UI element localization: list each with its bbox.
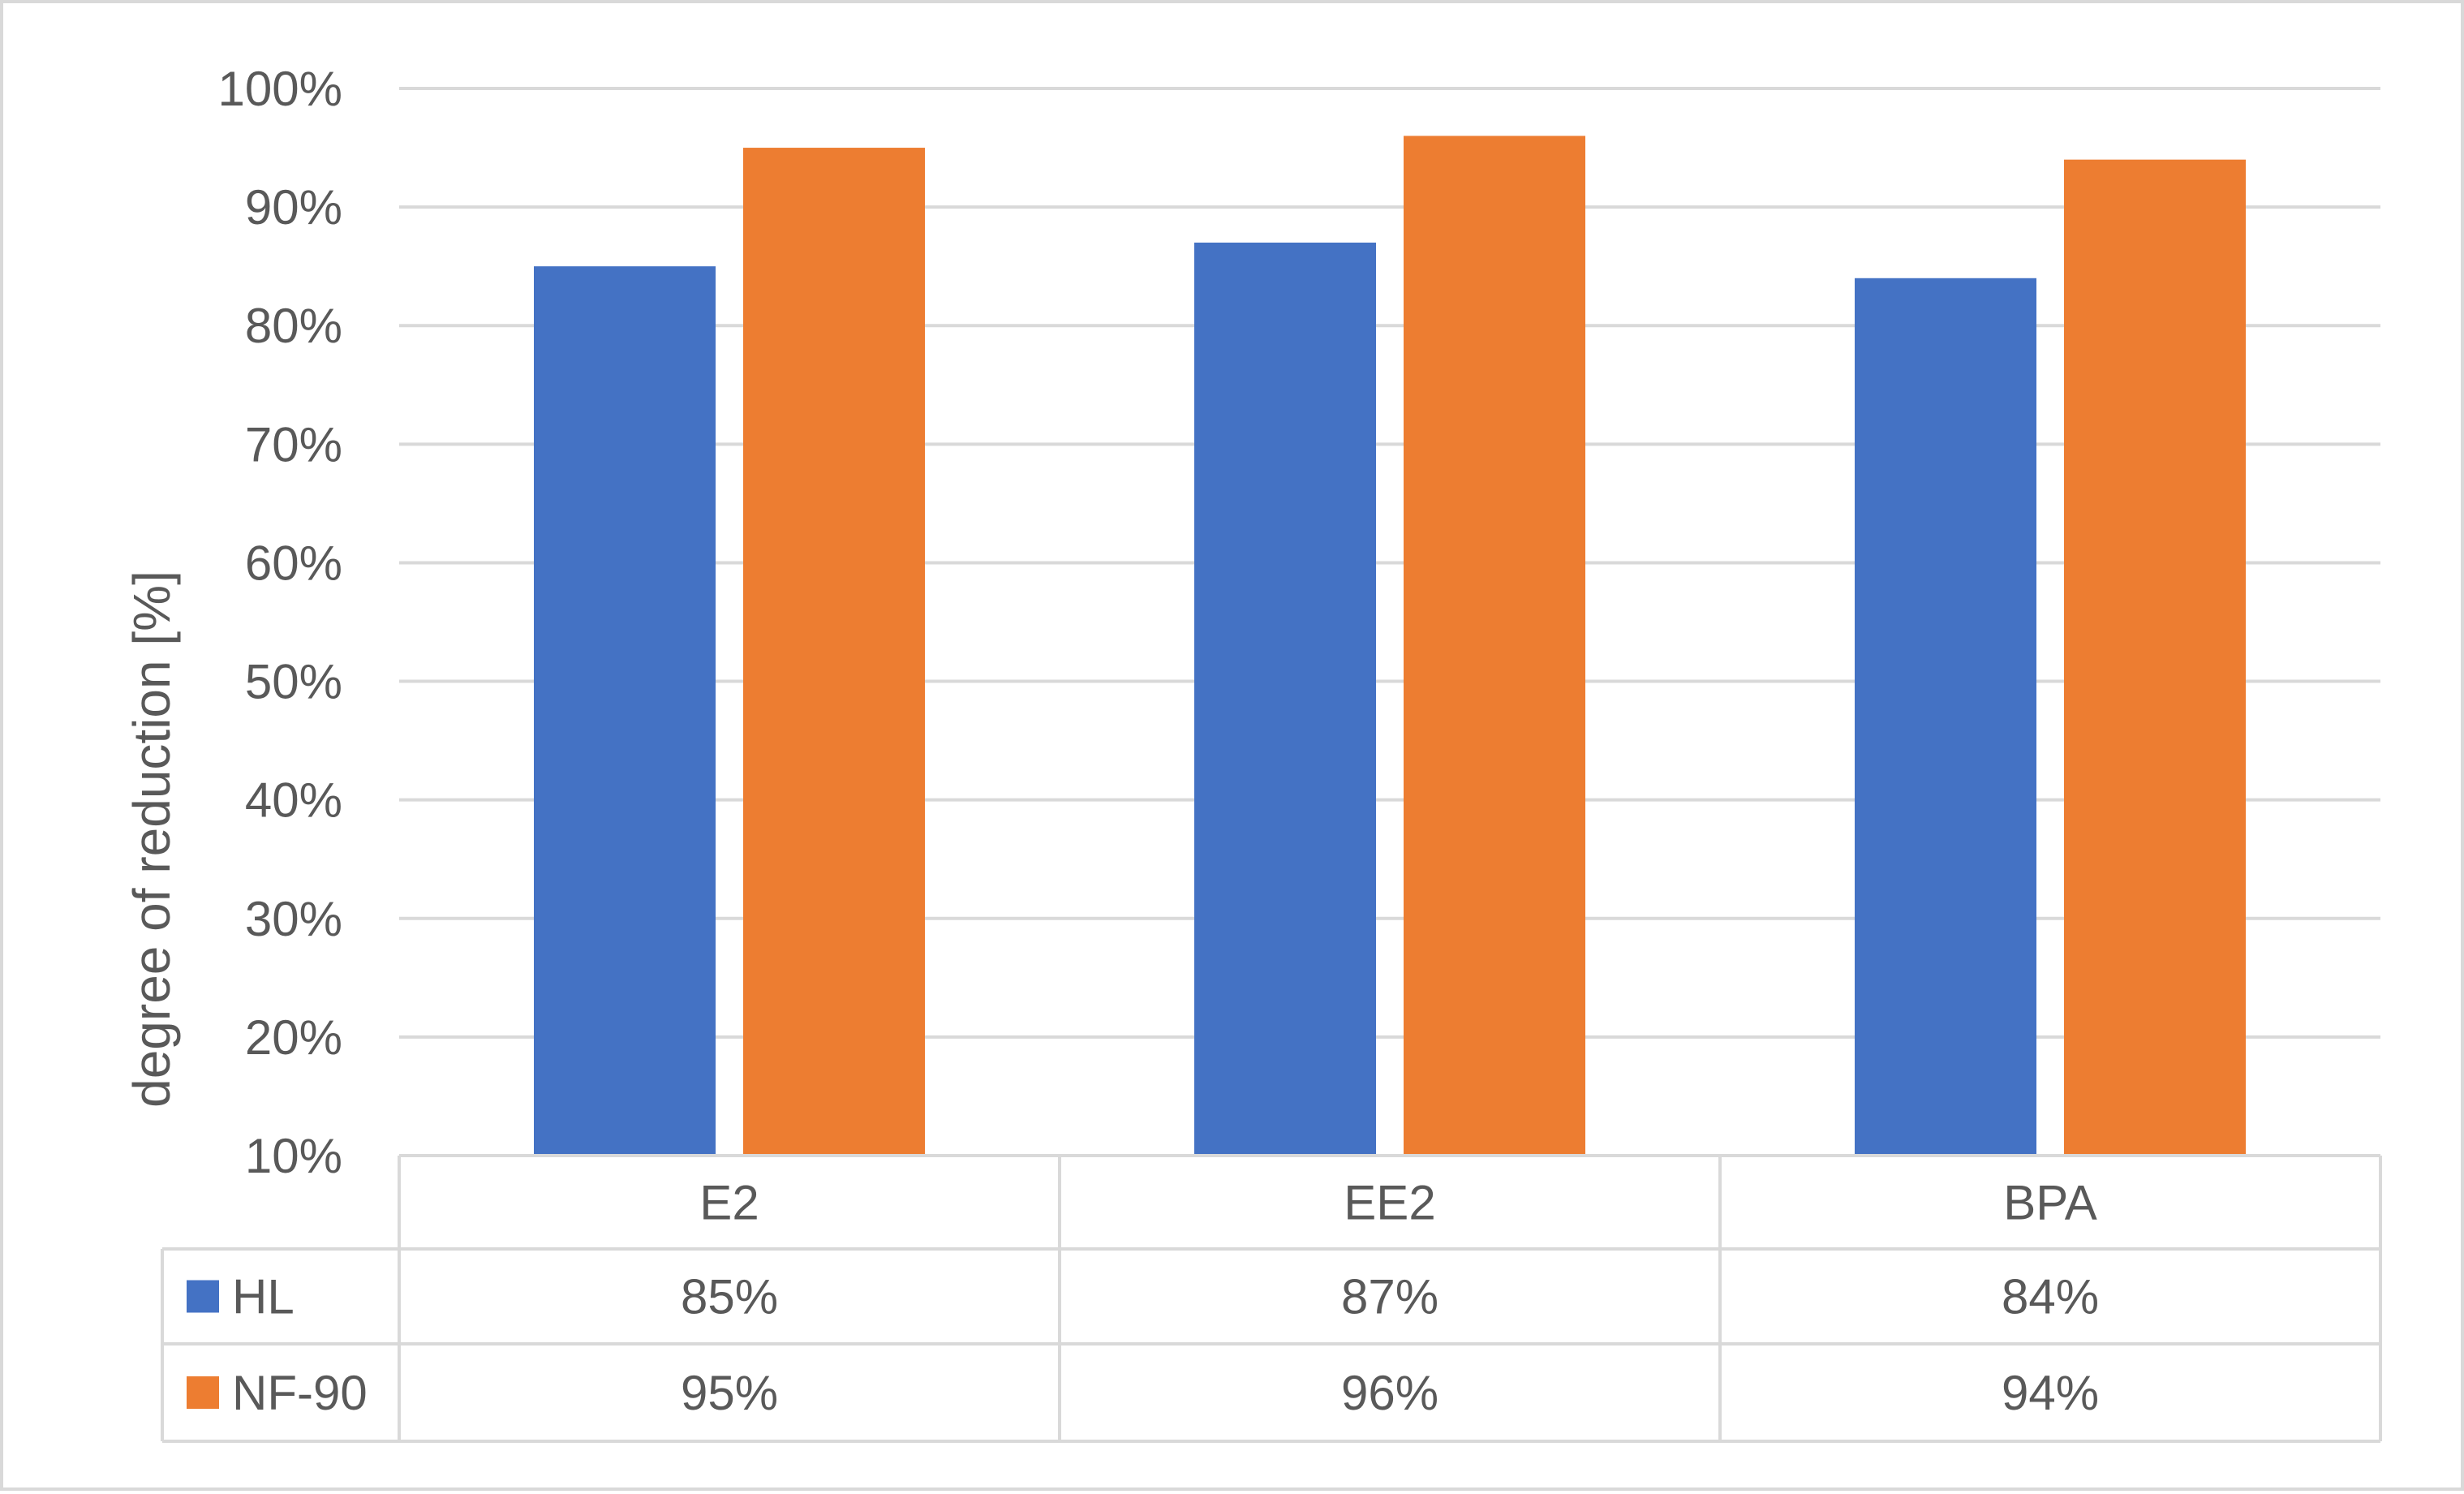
bar-nf-90-bpa (2064, 159, 2246, 1156)
y-axis-title: degree of reduction [%] (123, 570, 181, 1108)
legend-swatch (187, 1376, 219, 1409)
y-axis-ticks: 10% 20% 30% 40% 50% 60% 70% 80% 90% 100% (218, 62, 342, 1183)
bar-hl-ee2 (1194, 242, 1376, 1156)
y-tick-label: 20% (245, 1010, 342, 1065)
bar-hl-bpa (1855, 278, 2036, 1156)
y-tick-label: 10% (245, 1129, 342, 1183)
data-table-value: 87% (1341, 1270, 1438, 1324)
legend-label: HL (232, 1270, 295, 1324)
gridlines (399, 87, 2380, 1039)
bar-chart: 10% 20% 30% 40% 50% 60% 70% 80% 90% 100% E2 EE2 BPA… (123, 62, 2382, 1443)
bar-nf-90-e2 (743, 148, 925, 1156)
y-tick-label: 70% (245, 417, 342, 471)
x-category-label: EE2 (1344, 1176, 1435, 1230)
y-tick-label: 60% (245, 536, 342, 590)
y-tick-label: 90% (245, 180, 342, 235)
data-table-value: 95% (681, 1366, 778, 1420)
data-table-value: 85% (681, 1270, 778, 1324)
y-tick-label: 30% (245, 892, 342, 946)
x-category-label: E2 (699, 1176, 759, 1230)
bar-hl-e2 (534, 266, 716, 1156)
y-tick-label: 80% (245, 299, 342, 353)
data-table: E2 EE2 BPA HL 85% 87% 84% NF-90 95% 96% 94% (161, 1154, 2382, 1443)
y-tick-label: 40% (245, 773, 342, 828)
bar-nf-90-ee2 (1404, 136, 1585, 1156)
y-tick-label: 50% (245, 655, 342, 709)
data-table-value: 94% (2002, 1366, 2099, 1420)
data-table-value: 96% (1341, 1366, 1438, 1420)
data-table-value: 84% (2002, 1270, 2099, 1324)
y-tick-label: 100% (218, 62, 342, 116)
x-category-label: BPA (2003, 1176, 2097, 1230)
legend-swatch (187, 1280, 219, 1313)
bars (534, 136, 2246, 1156)
legend-label: NF-90 (232, 1366, 368, 1420)
